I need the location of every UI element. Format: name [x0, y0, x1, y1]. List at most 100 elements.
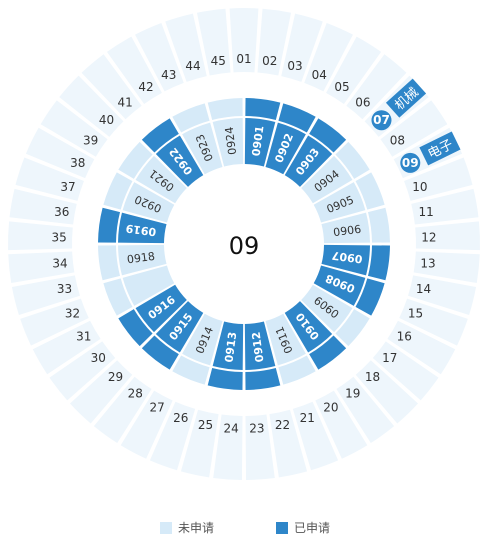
subject-band-0911[interactable] [278, 355, 316, 385]
subject-band-0901[interactable] [245, 98, 281, 121]
subject-cell-0905[interactable] [313, 182, 366, 223]
subject-cell-0914[interactable] [182, 313, 223, 366]
outer-cell-29[interactable] [70, 360, 133, 424]
outer-cell-20[interactable] [315, 390, 368, 459]
subject-cell-0913[interactable] [212, 321, 244, 370]
subject-band-0918[interactable] [98, 245, 121, 281]
legend-swatch-applied[interactable] [276, 522, 288, 534]
subject-band-0910[interactable] [309, 335, 347, 370]
outer-cell-19[interactable] [336, 376, 395, 444]
outer-cell-44[interactable] [165, 13, 207, 82]
outer-cell-42[interactable] [106, 36, 162, 104]
subject-band-0914[interactable] [172, 355, 210, 385]
subject-cell-0909[interactable] [301, 284, 353, 333]
subject-band-0919[interactable] [98, 207, 121, 243]
outer-cell-45[interactable] [196, 8, 231, 76]
outer-cell-06[interactable] [346, 54, 407, 120]
outer-cell-24[interactable] [213, 414, 243, 480]
outer-cell-43[interactable] [135, 22, 184, 92]
outer-cell-37[interactable] [15, 157, 84, 201]
subject-band-0912[interactable] [245, 367, 281, 390]
outer-cell-02[interactable] [257, 8, 292, 76]
legend-label-unapplied[interactable]: 未申请 [178, 521, 214, 535]
outer-cell-39[interactable] [40, 100, 108, 157]
subject-cell-0908[interactable] [313, 265, 366, 306]
outer-cell-21[interactable] [292, 401, 339, 471]
outer-cell-11[interactable] [411, 188, 479, 225]
subject-cell-0917[interactable] [122, 265, 175, 306]
outer-label-19: 19 [345, 387, 360, 401]
outer-cell-38[interactable] [25, 127, 95, 179]
outer-cell-26[interactable] [149, 401, 196, 471]
subject-band-0902[interactable] [278, 103, 316, 133]
outer-cell-33[interactable] [11, 275, 80, 315]
subject-band-0908[interactable] [355, 278, 385, 316]
outer-cell-23[interactable] [245, 414, 275, 480]
outer-cell-25[interactable] [180, 409, 219, 478]
subject-cell-0921[interactable] [135, 155, 187, 204]
subject-cell-0924[interactable] [212, 118, 244, 167]
subject-cell-0903[interactable] [284, 135, 333, 187]
subject-band-0905[interactable] [355, 172, 385, 210]
outer-cell-04[interactable] [304, 22, 353, 92]
outer-cell-30[interactable] [49, 341, 116, 401]
outer-cell-28[interactable] [93, 376, 152, 444]
subject-cell-0915[interactable] [155, 301, 204, 353]
outer-cell-08[interactable] [380, 100, 448, 157]
subject-cell-0923[interactable] [182, 122, 223, 175]
subject-band-0909[interactable] [335, 309, 370, 347]
subject-cell-0907[interactable] [321, 244, 370, 276]
subject-cell-0904[interactable] [301, 155, 353, 204]
outer-cell-13[interactable] [413, 251, 480, 283]
outer-cell-10[interactable] [404, 157, 473, 201]
subject-band-0916[interactable] [118, 309, 153, 347]
subject-band-0913[interactable] [207, 367, 243, 390]
outer-cell-18[interactable] [355, 360, 418, 424]
legend-swatch-unapplied[interactable] [160, 522, 172, 534]
subject-cell-0911[interactable] [265, 313, 306, 366]
subject-band-0923[interactable] [172, 103, 210, 133]
subject-cell-0916[interactable] [135, 284, 187, 333]
outer-cell-17[interactable] [372, 341, 439, 401]
outer-cell-32[interactable] [20, 298, 89, 346]
subject-band-0915[interactable] [141, 335, 179, 370]
subject-cell-0920[interactable] [122, 182, 175, 223]
subject-band-0903[interactable] [309, 118, 347, 153]
outer-cell-15[interactable] [399, 298, 468, 346]
subject-cell-0902[interactable] [265, 122, 306, 175]
outer-cell-01[interactable] [229, 7, 259, 73]
outer-cell-05[interactable] [326, 36, 382, 104]
subject-cell-0901[interactable] [244, 118, 276, 167]
outer-cell-34[interactable] [8, 251, 75, 283]
subject-band-0906[interactable] [367, 207, 390, 243]
subject-cell-0906[interactable] [321, 212, 370, 244]
outer-cell-22[interactable] [269, 409, 308, 478]
subject-band-0917[interactable] [103, 278, 133, 316]
subject-label-0924: 0924 [223, 126, 240, 155]
legend-label-applied[interactable]: 已申请 [294, 521, 330, 535]
subject-cell-0918[interactable] [118, 244, 167, 276]
subject-band-0907[interactable] [367, 245, 390, 281]
outer-cell-16[interactable] [387, 320, 456, 375]
outer-cell-03[interactable] [281, 13, 323, 82]
subject-band-0920[interactable] [103, 172, 133, 210]
outer-highlight-07[interactable] [371, 110, 392, 131]
outer-cell-31[interactable] [32, 320, 101, 375]
subject-cell-0919[interactable] [118, 212, 167, 244]
outer-cell-35[interactable] [7, 221, 73, 251]
center-disc [166, 166, 322, 322]
outer-cell-27[interactable] [120, 390, 173, 459]
outer-cell-36[interactable] [9, 188, 77, 225]
outer-cell-12[interactable] [415, 221, 480, 251]
subject-band-0921[interactable] [118, 141, 153, 179]
subject-band-0924[interactable] [207, 98, 243, 121]
subject-cell-0912[interactable] [244, 321, 276, 370]
subject-cell-0922[interactable] [155, 135, 204, 187]
outer-cell-14[interactable] [408, 275, 477, 315]
outer-cell-41[interactable] [81, 54, 142, 120]
outer-highlight-09[interactable] [400, 152, 421, 173]
outer-cell-40[interactable] [59, 75, 124, 137]
subject-cell-0910[interactable] [284, 301, 333, 353]
subject-band-0904[interactable] [335, 141, 370, 179]
subject-band-0922[interactable] [141, 118, 179, 153]
